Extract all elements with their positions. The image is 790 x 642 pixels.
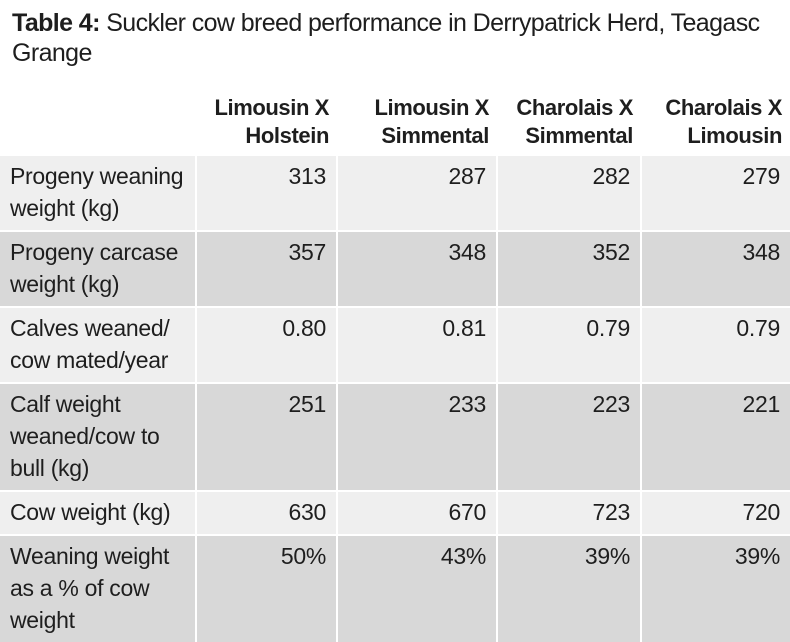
table-cell: 233 [336, 382, 497, 491]
table-cell: 670 [336, 490, 497, 535]
table-cell: 50% [195, 534, 337, 642]
table-cell: 0.79 [496, 306, 641, 383]
header-limousin-simmental: Limousin X Simmental [374, 95, 489, 148]
table-cell: 723 [496, 490, 641, 535]
header-charolais-limousin: Charolais X Limousin [665, 95, 782, 148]
table-cell: 348 [336, 230, 497, 307]
row-label: Progeny weaning weight (kg) [0, 154, 196, 231]
header-limousin-holstein: Limousin X Holstein [214, 95, 329, 148]
table-cell: 630 [195, 490, 337, 535]
table-cell: 43% [336, 534, 497, 642]
table-title-text: Suckler cow breed performance in Derrypa… [12, 9, 760, 67]
table-row: Progeny carcase weight (kg) 357 348 352 … [0, 230, 790, 307]
header-charolais-simmental: Charolais X Simmental [516, 95, 633, 148]
row-label: Calves weaned/ cow mated/year [0, 306, 196, 383]
table-title: Table 4: Suckler cow breed performance i… [12, 8, 782, 68]
table-row: Calves weaned/ cow mated/year 0.80 0.81 … [0, 306, 790, 383]
table-cell: 39% [496, 534, 641, 642]
table-cell: 0.79 [640, 306, 790, 383]
table-cell: 39% [640, 534, 790, 642]
table-cell: 287 [336, 154, 497, 231]
breed-performance-table: Limousin X Holstein Limousin X Simmental C… [0, 83, 790, 642]
table-cell: 251 [195, 382, 337, 491]
row-label: Cow weight (kg) [0, 490, 196, 535]
table-title-label: Table 4: [12, 9, 100, 37]
table-row: Progeny weaning weight (kg) 313 287 282 … [0, 154, 790, 231]
table-cell: 282 [496, 154, 641, 231]
table-cell: 279 [640, 154, 790, 231]
table-cell: 223 [496, 382, 641, 491]
table-row: Weaning weight as a % of cow weight 50% … [0, 534, 790, 642]
table-row: Calf weight weaned/cow to bull (kg) 251 … [0, 382, 790, 491]
table-cell: 352 [496, 230, 641, 307]
table-cell: 0.81 [336, 306, 497, 383]
table-cell: 720 [640, 490, 790, 535]
table-cell: 221 [640, 382, 790, 491]
header-empty [0, 83, 196, 155]
row-label: Progeny carcase weight (kg) [0, 230, 196, 307]
table-cell: 313 [195, 154, 337, 231]
table-cell: 348 [640, 230, 790, 307]
table-cell: 357 [195, 230, 337, 307]
header-row: Limousin X Holstein Limousin X Simmental C… [0, 83, 790, 155]
table-row: Cow weight (kg) 630 670 723 720 [0, 490, 790, 535]
row-label: Calf weight weaned/cow to bull (kg) [0, 382, 196, 491]
table-cell: 0.80 [195, 306, 337, 383]
row-label: Weaning weight as a % of cow weight [0, 534, 196, 642]
